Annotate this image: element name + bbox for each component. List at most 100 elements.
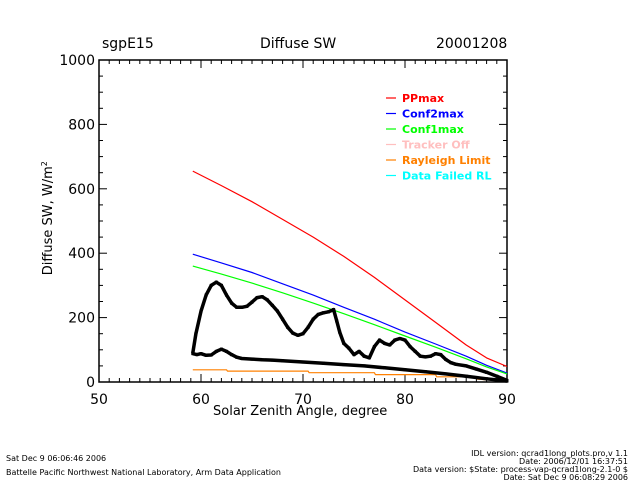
series-conf2max xyxy=(192,253,508,374)
data-point xyxy=(270,358,274,362)
data-point xyxy=(311,317,315,321)
data-point xyxy=(378,338,381,342)
data-point xyxy=(454,362,458,366)
data-point xyxy=(306,325,310,329)
data-point xyxy=(439,353,443,357)
data-point xyxy=(408,345,412,349)
data-point xyxy=(327,310,330,314)
site-label: sgpE15 xyxy=(102,36,154,52)
x-tick-label: 90 xyxy=(498,392,516,408)
date-label: 20001208 xyxy=(436,36,508,52)
data-point xyxy=(260,358,264,362)
data-point xyxy=(281,359,285,363)
tick-labels: 50 60 70 80 90 0 200 400 600 800 1000 xyxy=(59,53,516,408)
axes xyxy=(98,59,508,383)
data-point xyxy=(209,353,213,357)
y-tick-label: 200 xyxy=(68,311,95,327)
data-point xyxy=(321,361,325,365)
data-point xyxy=(357,349,361,353)
data-point xyxy=(352,353,356,357)
legend-label: Rayleigh Limit xyxy=(402,154,491,167)
data-point xyxy=(204,353,208,357)
y-tick-label: 1000 xyxy=(59,53,95,69)
data-point xyxy=(286,325,290,329)
data-point xyxy=(367,356,371,360)
data-point xyxy=(413,349,417,353)
y-tick-label: 600 xyxy=(68,182,95,198)
data-point xyxy=(250,357,254,361)
data-point xyxy=(191,352,195,356)
data-point xyxy=(230,301,234,305)
footer-idl-date: Date: 2006/12/01 16:37:51 xyxy=(519,457,628,466)
data-point xyxy=(485,370,489,374)
data-point xyxy=(332,308,336,312)
data-point xyxy=(383,341,387,345)
y-tick-label: 400 xyxy=(68,246,95,262)
data-point xyxy=(276,309,279,313)
legend-label: Conf2max xyxy=(402,108,464,121)
data-point xyxy=(219,283,223,287)
data-point xyxy=(393,338,397,342)
data-point xyxy=(449,361,453,365)
data-point xyxy=(225,349,228,353)
data-point xyxy=(335,319,339,323)
data-point xyxy=(342,363,346,367)
data-point xyxy=(495,374,499,378)
footer-timestamp: Sat Dec 9 06:06:46 2006 xyxy=(6,454,107,463)
data-point xyxy=(245,304,249,308)
data-point xyxy=(388,343,392,347)
data-point xyxy=(301,360,305,364)
data-point xyxy=(195,353,199,357)
x-tick-label: 50 xyxy=(90,392,108,408)
data-point xyxy=(403,368,407,372)
data-point xyxy=(362,354,366,358)
footer-idl-version: IDL version: qcrad1long_plots.pro,v 1.1 xyxy=(471,449,628,458)
data-point xyxy=(372,345,376,349)
data-point xyxy=(316,312,320,316)
data-point xyxy=(464,374,468,378)
data-point xyxy=(199,352,203,356)
data-point xyxy=(474,367,478,371)
data-point xyxy=(429,354,432,358)
data-point xyxy=(214,349,218,353)
data-point xyxy=(423,370,427,374)
data-point xyxy=(338,330,342,334)
data-point xyxy=(291,331,295,335)
data-point xyxy=(383,366,387,370)
data-point xyxy=(444,372,448,376)
data-point xyxy=(362,364,366,368)
data-point xyxy=(270,303,274,307)
legend-label: Data Failed RL xyxy=(402,170,492,183)
footer-data-version: Data version: $State: process-vap-qcrad1… xyxy=(412,465,628,474)
data-point xyxy=(347,346,351,350)
data-point xyxy=(214,280,218,284)
data-point xyxy=(296,333,300,337)
legend-label: Conf1max xyxy=(402,123,464,136)
footer-data-date: Date: Sat Dec 9 06:08:29 2006 xyxy=(503,473,628,482)
x-tick-label: 80 xyxy=(396,392,414,408)
data-point xyxy=(209,283,213,287)
data-point xyxy=(321,311,325,315)
data-point xyxy=(434,352,438,356)
data-point xyxy=(219,347,223,351)
data-point xyxy=(235,355,239,359)
legend-label: PPmax xyxy=(402,92,444,105)
data-point xyxy=(301,332,305,336)
legend: PPmax Conf2max Conf1max Tracker Off Rayleigh… xyxy=(386,92,492,183)
footer-organization: Battelle Pacific Northwest National Labo… xyxy=(6,468,281,477)
y-tick-label: 0 xyxy=(86,375,95,391)
data-point xyxy=(240,356,244,360)
data-point xyxy=(505,379,509,383)
data-point xyxy=(194,332,198,336)
data-point xyxy=(342,341,346,345)
series-ppmax xyxy=(192,170,508,368)
y-tick-label: 800 xyxy=(68,117,95,133)
data-point xyxy=(418,354,422,358)
data-point xyxy=(485,377,489,381)
data-point xyxy=(199,309,203,313)
data-point xyxy=(225,293,228,297)
data-point xyxy=(240,305,244,309)
series-conf1max xyxy=(192,265,508,375)
data-point xyxy=(423,355,427,359)
